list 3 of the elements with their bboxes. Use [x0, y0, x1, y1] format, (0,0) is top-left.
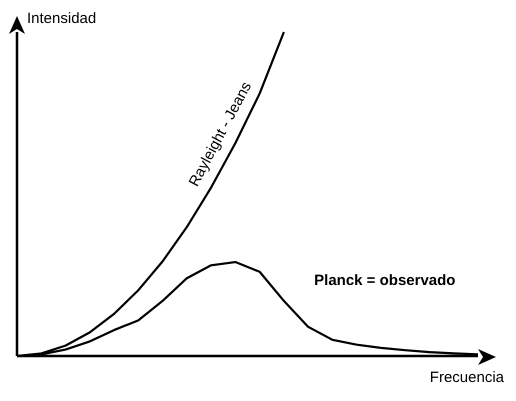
- x-axis-title: Frecuencia: [430, 369, 504, 386]
- y-axis-title: Intensidad: [27, 10, 96, 27]
- text: Planck = observado: [314, 272, 456, 289]
